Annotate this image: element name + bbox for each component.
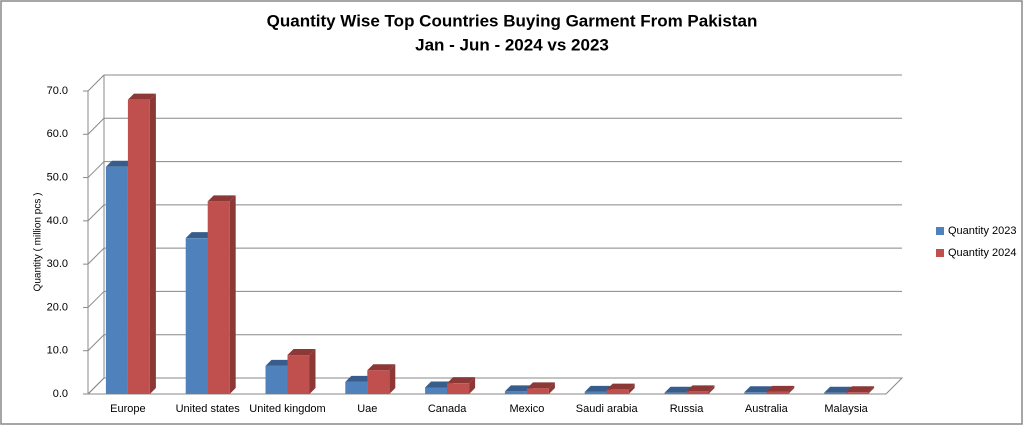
bar-top (447, 377, 476, 384)
bar-top (207, 195, 236, 202)
bar (105, 166, 128, 394)
bar-top (265, 359, 294, 366)
bar-side (309, 349, 316, 394)
bar (207, 201, 230, 394)
grid-line (87, 291, 105, 308)
grid-line (87, 161, 105, 178)
bar-top (824, 386, 853, 393)
bar (606, 389, 629, 394)
bar-top (425, 381, 454, 388)
y-tick-label: 20.0 (47, 301, 68, 313)
x-tick-label: Australia (745, 403, 789, 415)
bar-top (584, 385, 613, 392)
bar (664, 392, 687, 394)
grid-line (87, 334, 105, 352)
y-tick-label: 70.0 (47, 85, 68, 97)
grid-line (87, 204, 105, 222)
chart-subtitle: Jan - Jun - 2024 vs 2023 (415, 35, 609, 54)
bar-side (548, 382, 555, 394)
bar-top (185, 232, 214, 239)
y-tick-label: 60.0 (47, 128, 68, 140)
bar (504, 391, 527, 394)
bar-top (664, 386, 693, 393)
bar-top (127, 93, 156, 100)
x-tick-label: United states (176, 403, 241, 415)
bar-top (766, 385, 795, 392)
bar (686, 391, 709, 394)
bar-top (744, 386, 773, 393)
y-tick-label: 10.0 (47, 345, 68, 357)
bar-side (708, 385, 715, 394)
bar-top (105, 160, 134, 167)
x-tick-label: Uae (357, 403, 377, 415)
grid-line (87, 74, 105, 92)
legend-swatch (936, 227, 944, 235)
grid-line (87, 117, 105, 135)
bar (127, 99, 150, 395)
bar-side (788, 385, 795, 394)
bar (447, 383, 470, 394)
y-tick-label: 30.0 (47, 258, 68, 270)
x-tick-label: Saudi arabia (576, 403, 639, 415)
bar-top (345, 375, 374, 382)
y-tick-label: 40.0 (47, 215, 68, 227)
chart-title: Quantity Wise Top Countries Buying Garme… (267, 11, 758, 30)
bar (265, 365, 288, 394)
y-tick-label: 50.0 (47, 171, 68, 183)
bar (345, 381, 368, 394)
grid-line (87, 377, 105, 395)
grid-line (87, 247, 105, 265)
x-tick-label: Malaysia (824, 403, 868, 415)
bar (526, 388, 549, 394)
bar-side (469, 377, 476, 394)
y-axis-label: Quantity ( million pcs ) (33, 193, 44, 292)
bar-top (526, 382, 555, 389)
bar-top (367, 364, 396, 371)
bar-top (606, 383, 635, 390)
bar-side (229, 195, 236, 394)
legend-label: Quantity 2023 (948, 225, 1017, 237)
bar-top (846, 386, 875, 393)
bar (584, 391, 607, 394)
bar-side (389, 364, 396, 394)
bar (425, 387, 448, 394)
x-tick-label: Europe (110, 403, 145, 415)
bar-side (628, 383, 635, 394)
bar (744, 392, 767, 394)
bar (185, 238, 208, 394)
x-tick-label: Canada (428, 403, 467, 415)
bar (367, 370, 390, 394)
x-tick-label: Russia (670, 403, 705, 415)
bar-top (287, 349, 316, 356)
bar-side (149, 93, 156, 395)
legend-swatch (936, 249, 944, 257)
y-tick-label: 0.0 (53, 388, 68, 400)
bar (287, 355, 310, 394)
bar-side (868, 386, 875, 394)
bar (824, 392, 847, 394)
x-tick-label: Mexico (509, 403, 544, 415)
bar (766, 391, 789, 394)
legend-label: Quantity 2024 (948, 247, 1017, 259)
bar-top (686, 385, 715, 392)
bar-top (504, 385, 533, 392)
x-tick-label: United kingdom (249, 403, 325, 415)
bar (846, 392, 869, 394)
